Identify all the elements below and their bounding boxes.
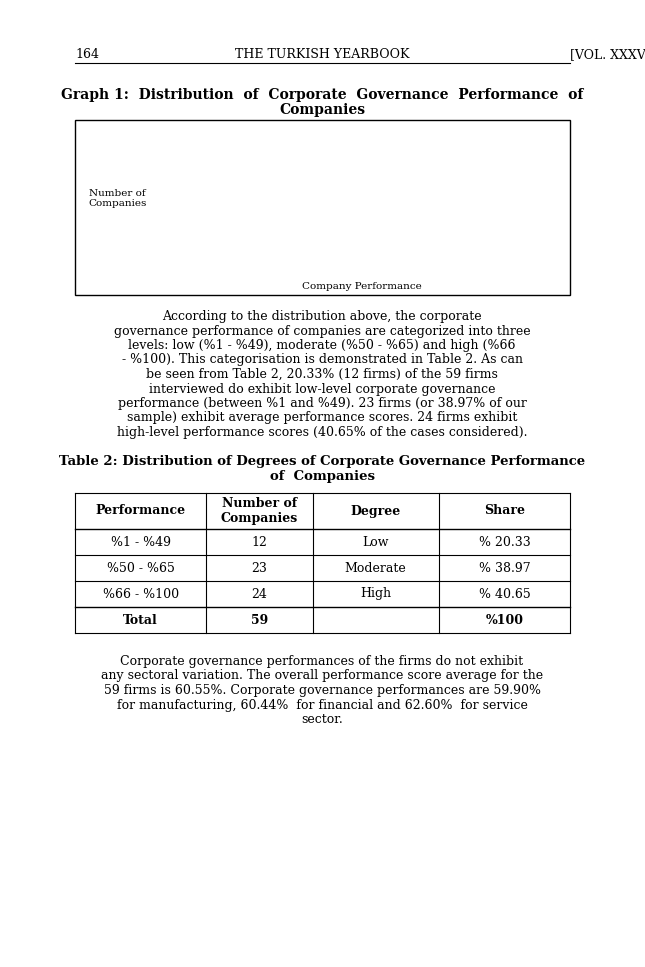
Text: any sectoral variation. The overall performance score average for the: any sectoral variation. The overall perf… <box>101 669 543 683</box>
Bar <box>376 158 411 271</box>
Text: Performance: Performance <box>95 505 186 517</box>
Bar <box>313 164 348 271</box>
Text: Low: Low <box>362 536 389 548</box>
Bar <box>188 250 223 271</box>
Bar <box>439 190 473 271</box>
Text: sample) exhibit average performance scores. 24 firms exhibit: sample) exhibit average performance scor… <box>127 412 517 425</box>
Text: 24: 24 <box>252 588 267 601</box>
Text: performance (between %1 and %49). 23 firms (or 38.97% of our: performance (between %1 and %49). 23 fir… <box>117 397 526 410</box>
Text: 59 firms is 60.55%. Corporate governance performances are 59.90%: 59 firms is 60.55%. Corporate governance… <box>103 684 541 697</box>
Text: sector.: sector. <box>301 713 343 726</box>
Text: [VOL. XXXV: [VOL. XXXV <box>570 48 645 61</box>
Text: levels: low (%1 - %49), moderate (%50 - %65) and high (%66: levels: low (%1 - %49), moderate (%50 - … <box>128 339 516 352</box>
Text: According to the distribution above, the corporate: According to the distribution above, the… <box>162 310 482 323</box>
Text: 164: 164 <box>75 48 99 61</box>
Text: %66 - %100: %66 - %100 <box>103 588 179 601</box>
Text: for manufacturing, 60.44%  for financial and 62.60%  for service: for manufacturing, 60.44% for financial … <box>117 698 528 712</box>
Text: %100: %100 <box>486 613 523 627</box>
Text: governance performance of companies are categorized into three: governance performance of companies are … <box>114 325 530 337</box>
Text: THE TURKISH YEARBOOK: THE TURKISH YEARBOOK <box>235 48 409 61</box>
Text: Moderate: Moderate <box>345 562 406 574</box>
Text: High: High <box>360 588 392 601</box>
Text: 23: 23 <box>252 562 267 574</box>
Text: Company Performance: Company Performance <box>303 281 422 291</box>
Text: % 40.65: % 40.65 <box>479 588 530 601</box>
Text: %1 - %49: %1 - %49 <box>110 536 170 548</box>
Text: % 20.33: % 20.33 <box>479 536 530 548</box>
Text: Companies: Companies <box>279 103 365 117</box>
Text: interviewed do exhibit low-level corporate governance: interviewed do exhibit low-level corpora… <box>149 383 495 396</box>
Text: %50 - %65: %50 - %65 <box>106 562 175 574</box>
Text: Degree: Degree <box>351 505 401 517</box>
Bar <box>502 264 536 271</box>
Text: 12: 12 <box>252 536 267 548</box>
Text: Share: Share <box>484 505 525 517</box>
Text: 59: 59 <box>251 613 268 627</box>
Bar <box>251 204 285 271</box>
Text: % 38.97: % 38.97 <box>479 562 530 574</box>
Text: Total: Total <box>123 613 158 627</box>
Text: Graph 1:  Distribution  of  Corporate  Governance  Performance  of: Graph 1: Distribution of Corporate Gover… <box>61 88 583 102</box>
Text: of  Companies: of Companies <box>270 470 375 483</box>
Text: Number of
Companies: Number of Companies <box>88 190 146 209</box>
Text: - %100). This categorisation is demonstrated in Table 2. As can: - %100). This categorisation is demonstr… <box>121 354 522 366</box>
Text: be seen from Table 2, 20.33% (12 firms) of the 59 firms: be seen from Table 2, 20.33% (12 firms) … <box>146 368 498 381</box>
Text: high-level performance scores (40.65% of the cases considered).: high-level performance scores (40.65% of… <box>117 426 527 439</box>
Text: Corporate governance performances of the firms do not exhibit: Corporate governance performances of the… <box>121 655 524 668</box>
Text: Table 2: Distribution of Degrees of Corporate Governance Performance: Table 2: Distribution of Degrees of Corp… <box>59 455 585 468</box>
Text: Number of
Companies: Number of Companies <box>221 497 298 525</box>
